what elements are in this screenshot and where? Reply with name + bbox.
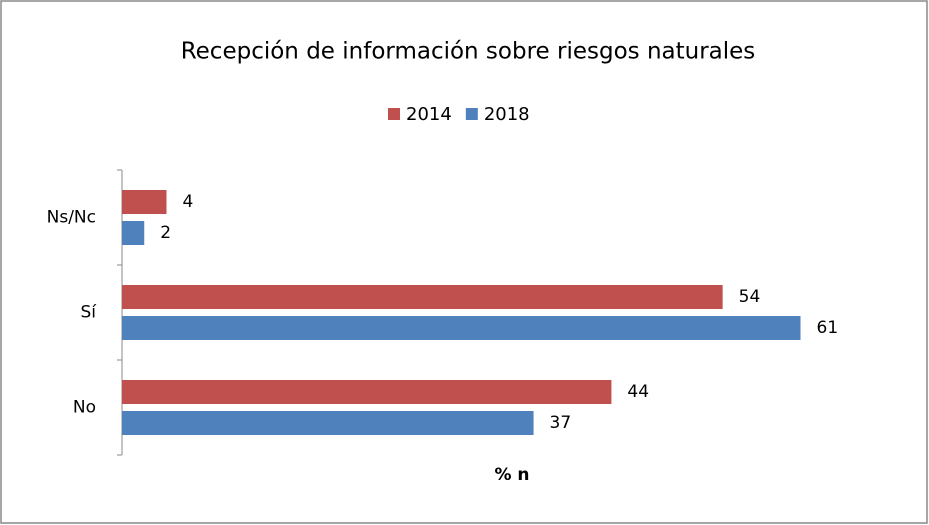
data-label: 4 bbox=[182, 192, 193, 212]
legend-swatch bbox=[388, 108, 400, 120]
bar bbox=[122, 221, 145, 245]
x-axis-label: % n bbox=[494, 465, 529, 485]
y-tick-label: No bbox=[73, 398, 96, 418]
data-label: 61 bbox=[817, 318, 839, 338]
data-label: 2 bbox=[160, 223, 171, 243]
legend-label: 2018 bbox=[484, 104, 530, 125]
bar bbox=[122, 411, 534, 435]
bar bbox=[122, 285, 723, 309]
bar bbox=[122, 190, 167, 214]
legend-swatch bbox=[465, 108, 478, 120]
legend-label: 2014 bbox=[406, 104, 452, 125]
bar bbox=[122, 316, 801, 340]
bar bbox=[122, 380, 612, 404]
y-tick-label: Sí bbox=[80, 303, 97, 323]
data-label: 54 bbox=[739, 287, 761, 307]
chart-title: Recepción de información sobre riesgos n… bbox=[181, 39, 756, 65]
data-label: 44 bbox=[627, 382, 649, 402]
y-tick-label: Ns/Nc bbox=[47, 208, 96, 228]
data-label: 37 bbox=[550, 413, 572, 433]
